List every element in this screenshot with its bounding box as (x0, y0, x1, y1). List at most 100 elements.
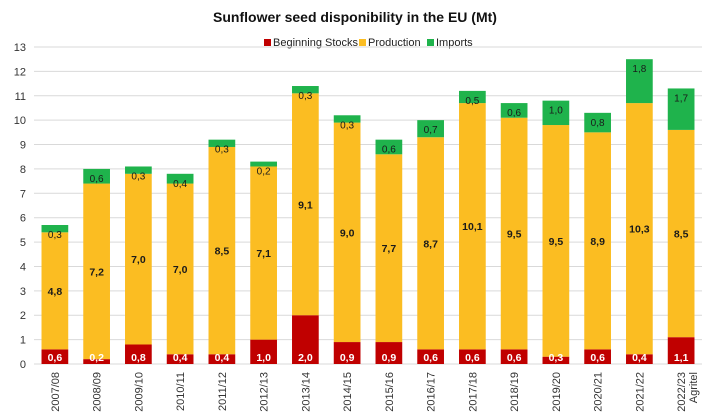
category-label: 2020/21 (593, 372, 605, 412)
y-tick-label: 4 (20, 261, 26, 273)
data-label: 0,8 (131, 352, 146, 364)
data-label: 0,6 (90, 174, 104, 185)
bar-segment (375, 139, 403, 155)
y-tick-label: 9 (20, 140, 26, 152)
data-label: 1,0 (256, 352, 271, 364)
legend-swatch (427, 39, 434, 46)
data-label: 0,4 (173, 179, 187, 190)
legend-swatch (359, 39, 366, 46)
category-label: 2008/09 (92, 372, 104, 412)
data-label: 0,4 (215, 352, 230, 364)
data-label: 0,3 (48, 230, 62, 241)
bar-segment (125, 166, 152, 174)
category-label: 2013/14 (300, 372, 312, 412)
data-label: 0,4 (173, 352, 188, 364)
data-label: 0,7 (424, 125, 438, 136)
data-label: 10,1 (462, 221, 483, 233)
bar-segment (83, 359, 110, 364)
bar-segment (208, 146, 236, 355)
data-label: 9,1 (298, 199, 313, 211)
data-label: 0,9 (340, 352, 355, 364)
data-label: 0,2 (257, 167, 271, 178)
category-label: 2012/13 (259, 372, 271, 412)
data-label: 0,3 (340, 120, 354, 131)
bar-segment (375, 342, 403, 364)
y-tick-label: 13 (14, 42, 26, 54)
bar-segment (667, 129, 695, 338)
data-label: 0,3 (131, 171, 145, 182)
data-label: 8,7 (423, 238, 438, 250)
bar-segment (41, 232, 69, 350)
bar-segment (208, 139, 236, 147)
category-label: 2014/15 (342, 372, 354, 412)
bar-segment (500, 349, 528, 364)
legend-label: Beginning Stocks (273, 37, 358, 49)
category-label: 2010/11 (175, 372, 187, 411)
bar-segment (375, 154, 403, 343)
category-label: 2017/18 (467, 372, 479, 412)
y-tick-label: 6 (20, 213, 26, 225)
legend-label: Production (368, 37, 421, 49)
bar-segment (417, 137, 444, 350)
bar-segment (83, 183, 110, 360)
bar-segment (500, 117, 528, 350)
bar-segment (333, 122, 361, 343)
data-label: 2,0 (298, 352, 313, 364)
bar-segment (166, 173, 194, 184)
bar-segment (542, 356, 570, 364)
bar-segment (250, 339, 277, 364)
bar-segment (125, 344, 152, 364)
data-label: 8,5 (215, 246, 230, 258)
bar-segment (626, 59, 653, 104)
category-note: Agritel (688, 372, 700, 403)
y-tick-label: 5 (20, 237, 26, 249)
data-label: 0,3 (549, 352, 564, 364)
category-label: 2019/20 (551, 372, 563, 412)
bar-segment (542, 125, 570, 357)
bar-segment (459, 90, 486, 104)
bar-segment (584, 349, 611, 364)
bar-segment (292, 315, 319, 364)
data-label: 0,9 (382, 352, 397, 364)
category-label: 2021/22 (634, 372, 646, 412)
bar-segment (667, 88, 695, 130)
bar-segment (250, 161, 277, 167)
bar-segment (333, 342, 361, 364)
category-label: 2011/12 (217, 372, 229, 411)
data-label: 0,6 (465, 352, 480, 364)
category-label: 2022/23 (676, 372, 688, 412)
bar-segment (542, 100, 570, 126)
data-label: 9,5 (549, 236, 564, 248)
bar-segment (417, 349, 444, 364)
category-label: 2016/17 (426, 372, 438, 412)
bar-segment (459, 103, 486, 350)
data-label: 7,1 (256, 248, 271, 260)
data-label: 10,3 (629, 224, 650, 236)
bar-segment (584, 112, 611, 133)
data-label: 4,8 (48, 286, 63, 298)
data-label: 0,6 (590, 352, 605, 364)
data-label: 7,7 (382, 243, 397, 255)
bar-segment (292, 86, 319, 94)
bar-segment (584, 132, 611, 350)
data-label: 0,6 (423, 352, 438, 364)
category-label: 2018/19 (509, 372, 521, 412)
legend-swatch (264, 39, 271, 46)
data-label: 7,2 (89, 266, 104, 278)
data-label: 1,7 (674, 93, 688, 104)
category-label: 2007/08 (50, 372, 62, 412)
bar-segment (125, 173, 152, 345)
y-tick-label: 2 (20, 310, 26, 322)
data-labels: 0,6 4,8 0,3 0,2 7,2 0,6 0,8 7,0 0,3 0,4 7,0 0,4 0,4 8… (48, 64, 689, 364)
data-label: 0,2 (89, 352, 104, 364)
data-label: 1,1 (674, 352, 689, 364)
bar-segment (83, 168, 110, 184)
bar-segment (626, 103, 653, 355)
y-tick-label: 8 (20, 164, 26, 176)
data-label: 0,3 (215, 145, 229, 156)
y-tick-label: 7 (20, 188, 26, 200)
data-label: 0,6 (507, 108, 521, 119)
bar-segment (41, 225, 69, 233)
y-tick-label: 0 (20, 359, 26, 371)
